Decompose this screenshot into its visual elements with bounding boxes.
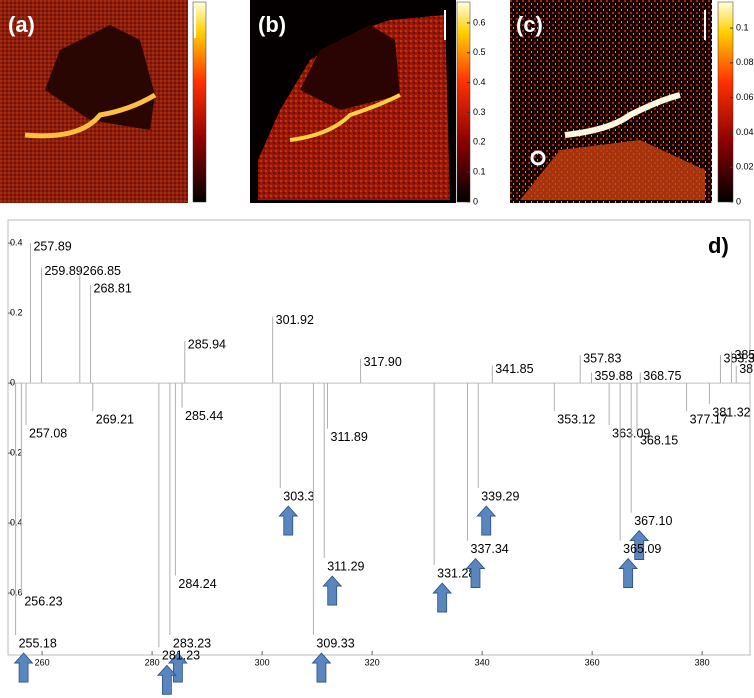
panel-label: (a) (8, 12, 35, 37)
arrow (432, 582, 453, 613)
y-tick-label: 0.2 (10, 447, 23, 457)
peak-label: 367.10 (634, 514, 672, 528)
peak-label: 365.09 (623, 542, 661, 556)
panel-label: d) (708, 233, 729, 258)
y-tick-label: 0 (10, 377, 15, 387)
x-tick-label: 260 (35, 657, 50, 667)
peak-label: 311.29 (327, 559, 364, 573)
arrow (322, 575, 343, 606)
image-a (0, 0, 188, 203)
peak-label: 337.34 (471, 542, 509, 556)
peak-label: 353.12 (557, 412, 595, 426)
peak-label: 368.15 (640, 433, 678, 447)
peak-label: 339.29 (481, 489, 519, 503)
arrow (618, 557, 639, 588)
colorbar-tick-label: 0.1 (736, 22, 749, 32)
peak-label: 268.81 (94, 281, 132, 295)
x-tick-label: 320 (365, 657, 380, 667)
plot-frame (7, 219, 751, 656)
peak-label: 259.89 (44, 264, 82, 278)
arrow (156, 664, 177, 695)
arrow (278, 505, 299, 536)
panel-label: (c) (516, 12, 543, 37)
peak-label: 256.23 (24, 594, 62, 608)
colorbar-tick-label: 0.08 (736, 57, 754, 67)
image-b (250, 0, 456, 203)
peak-label: 284.24 (178, 577, 216, 591)
peak-label: 385 (734, 348, 754, 362)
peak-label: 359.88 (594, 369, 632, 383)
arrow (311, 652, 332, 683)
peak-label: 255.18 (19, 636, 57, 650)
colorbar (456, 1, 471, 203)
y-tick-label: 0.6 (10, 587, 23, 597)
x-tick-label: 360 (585, 657, 600, 667)
colorbar-tick-label: 0.4 (473, 77, 486, 87)
peak-label: 301.92 (276, 313, 314, 327)
colorbar-tick-label: 0.1 (473, 167, 486, 177)
image-c (510, 0, 712, 203)
arrow (465, 557, 486, 588)
peak-label: 281.23 (162, 649, 200, 663)
y-tick-label: 0.2 (10, 307, 23, 317)
colorbar-tick-label: 0.04 (736, 127, 754, 137)
colorbar-tick-label: 0 (473, 196, 478, 206)
colorbar-tick-label: 0.5 (473, 47, 486, 57)
peak-label: 38 (739, 362, 753, 376)
x-tick-label: 300 (255, 657, 270, 667)
peak-label: 311.89 (331, 430, 368, 444)
peak-label: 285.44 (185, 409, 223, 423)
arrow (13, 652, 34, 683)
x-tick-label: 340 (475, 657, 490, 667)
y-tick-label: 0.4 (10, 237, 23, 247)
arrow (629, 529, 650, 560)
peak-label: 257.08 (29, 426, 67, 440)
y-tick-label: 0.4 (10, 517, 23, 527)
peak-label: 357.83 (583, 351, 621, 365)
peak-label: 309.33 (316, 636, 354, 650)
peak-label: 377.17 (690, 412, 728, 426)
peak-label: 331.28 (437, 566, 475, 580)
peak-label: 341.85 (495, 362, 533, 376)
panel-label: (b) (258, 12, 286, 37)
peak-label: 269.21 (96, 412, 134, 426)
colorbar-tick-label: 0.02 (736, 162, 754, 172)
peak-label: 317.90 (364, 355, 402, 369)
colorbar-tick-label: 0.06 (736, 92, 754, 102)
colorbar-tick-label: 0.2 (473, 137, 486, 147)
colorbar-tick-label: 0 (736, 196, 741, 206)
peak-label: 303.3 (283, 489, 314, 503)
peak-label: 257.89 (33, 239, 71, 253)
colorbar-a (192, 1, 207, 203)
colorbar-tick-label: 0.3 (473, 107, 486, 117)
arrow (476, 505, 497, 536)
peak-label: 368.75 (643, 369, 681, 383)
peak-label: 285.94 (188, 337, 226, 351)
peak-label: 266.85 (83, 264, 121, 278)
colorbar (717, 1, 734, 203)
peak-label: 283.23 (173, 636, 211, 650)
peak-label: 381.32 (712, 405, 750, 419)
x-tick-label: 380 (695, 657, 710, 667)
x-tick-label: 280 (145, 657, 160, 667)
colorbar-tick-label: 0.6 (473, 17, 486, 27)
